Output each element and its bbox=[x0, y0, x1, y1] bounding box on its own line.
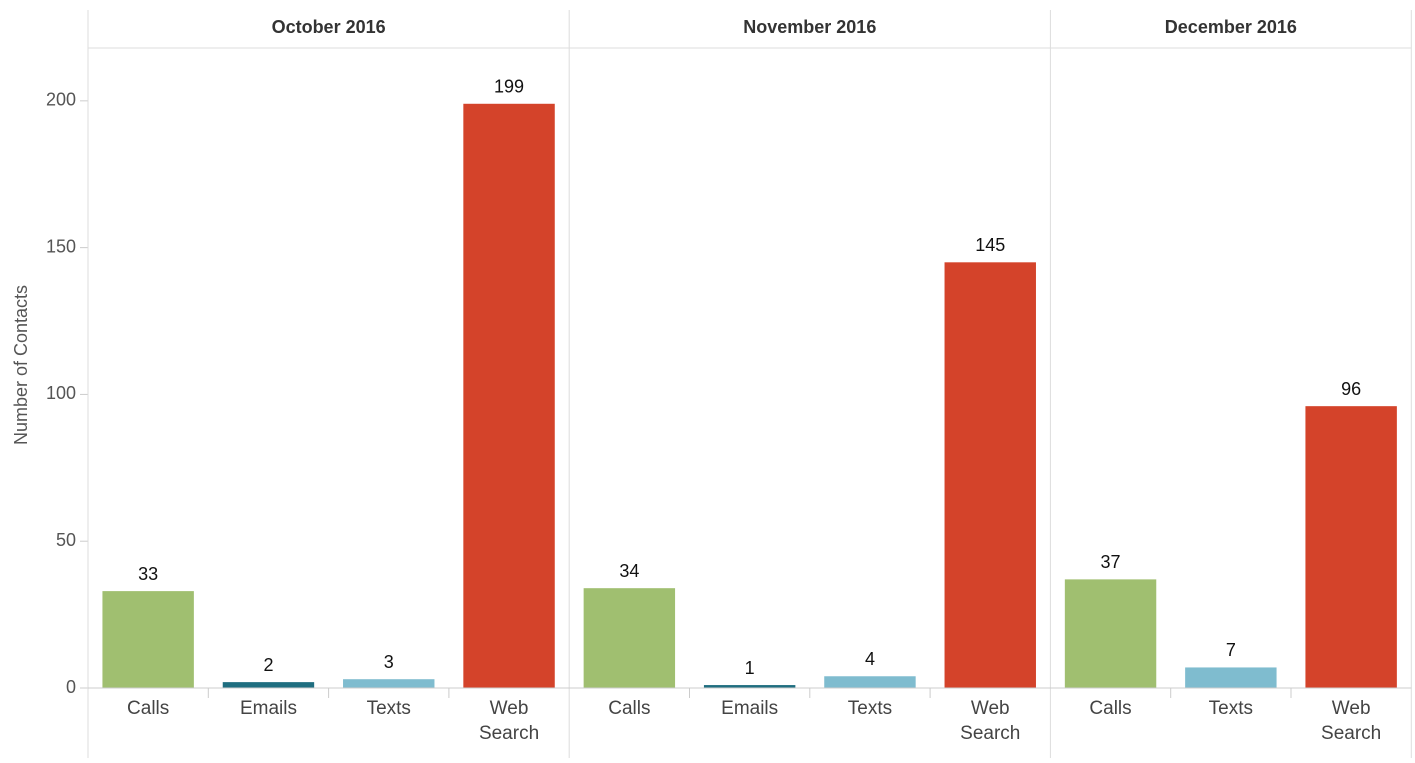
x-tick-label-line: Search bbox=[960, 723, 1020, 744]
value-label: 4 bbox=[865, 649, 875, 669]
bar bbox=[222, 682, 315, 688]
x-tick-label: Calls bbox=[127, 698, 169, 719]
panel-title: December 2016 bbox=[1165, 17, 1297, 37]
x-tick-label: Texts bbox=[1209, 698, 1253, 719]
x-tick-label-line: Web bbox=[971, 698, 1010, 719]
y-tick-label: 50 bbox=[56, 530, 76, 550]
bar bbox=[343, 679, 435, 688]
value-label: 34 bbox=[619, 561, 639, 581]
x-tick-label: Emails bbox=[240, 698, 297, 719]
value-label: 3 bbox=[384, 652, 394, 672]
x-tick-label-line: Web bbox=[1332, 698, 1371, 719]
bar bbox=[703, 685, 796, 688]
bar bbox=[944, 262, 1036, 688]
bar bbox=[1185, 667, 1277, 688]
value-label: 2 bbox=[263, 655, 273, 675]
panel-title: October 2016 bbox=[272, 17, 386, 37]
bar bbox=[102, 591, 194, 688]
x-tick-label: Emails bbox=[721, 698, 778, 719]
y-axis-label: Number of Contacts bbox=[11, 285, 31, 445]
y-tick-label: 200 bbox=[46, 90, 76, 110]
bar bbox=[463, 103, 555, 689]
y-tick-label: 100 bbox=[46, 383, 76, 403]
value-label: 33 bbox=[138, 564, 158, 584]
y-tick-label: 0 bbox=[66, 677, 76, 697]
x-tick-label-line: Web bbox=[490, 698, 529, 719]
bar bbox=[1305, 406, 1397, 688]
value-label: 37 bbox=[1101, 552, 1121, 572]
bar bbox=[583, 588, 676, 688]
value-label: 7 bbox=[1226, 640, 1236, 660]
x-tick-label-line: Search bbox=[1321, 723, 1381, 744]
panel-title: November 2016 bbox=[743, 17, 876, 37]
x-tick-label: Texts bbox=[848, 698, 892, 719]
x-tick-label: Calls bbox=[608, 698, 650, 719]
value-label: 1 bbox=[745, 658, 755, 678]
x-tick-label: Web Search bbox=[960, 698, 1020, 744]
x-tick-label: Calls bbox=[1089, 698, 1131, 719]
value-label: 199 bbox=[494, 77, 524, 97]
x-tick-label: Texts bbox=[367, 698, 411, 719]
bar bbox=[1064, 579, 1157, 688]
value-label: 145 bbox=[975, 235, 1005, 255]
x-tick-label-line: Search bbox=[479, 723, 539, 744]
bar bbox=[824, 676, 916, 688]
x-tick-label: Web Search bbox=[479, 698, 539, 744]
value-label: 96 bbox=[1341, 379, 1361, 399]
x-tick-label: Web Search bbox=[1321, 698, 1381, 744]
y-tick-label: 150 bbox=[46, 236, 76, 256]
